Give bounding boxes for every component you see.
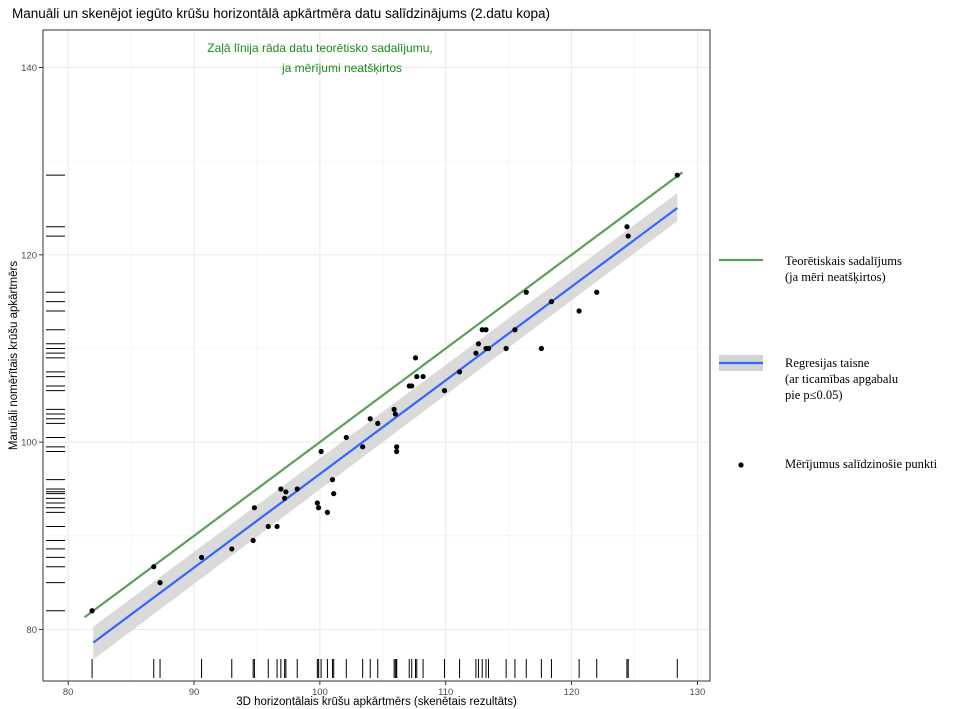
legend-theory-label: Teorētiskais sadalījums (785, 254, 902, 268)
data-point (329, 477, 336, 483)
data-point (485, 345, 492, 352)
x-tick-label: 90 (189, 687, 200, 698)
legend-regression-label: Regresijas taisne (785, 356, 870, 370)
data-point (523, 289, 529, 295)
data-point (251, 505, 258, 511)
data-point (674, 172, 680, 178)
data-point (576, 308, 582, 314)
y-tick-label: 140 (21, 63, 37, 74)
data-point (278, 486, 284, 492)
legend-regression-label: (ar ticamības apgabalu (785, 372, 899, 386)
data-point (624, 224, 630, 230)
data-point (318, 448, 324, 455)
x-tick-label: 100 (312, 687, 328, 698)
data-point (360, 444, 366, 450)
data-point (151, 564, 157, 570)
data-point (157, 580, 163, 586)
data-point (414, 373, 420, 380)
data-point (409, 383, 415, 389)
annotation-line-2: ja mērījumi neatšķirtos (281, 61, 402, 75)
data-point (441, 388, 448, 394)
data-point (391, 406, 397, 412)
data-point (375, 420, 381, 427)
data-point (294, 486, 300, 492)
data-point (456, 369, 463, 375)
data-point (394, 448, 400, 455)
legend-regression-label: pie p≤0.05) (785, 388, 843, 402)
data-point (316, 505, 322, 511)
data-point (89, 608, 95, 614)
x-tick-label: 110 (438, 687, 453, 698)
data-point (282, 495, 288, 501)
data-point (394, 444, 400, 450)
data-point (283, 489, 289, 495)
data-point (331, 491, 337, 497)
data-point (512, 327, 518, 333)
y-tick-label: 100 (21, 438, 37, 449)
legend-point-label: Mērījumus salīdzinošie punkti (785, 457, 938, 471)
y-axis-title: Manuāli nomērītais krūšu apkārtmērs (8, 261, 20, 450)
data-point (314, 500, 320, 506)
data-point (625, 233, 631, 239)
data-point (503, 345, 509, 352)
data-point (392, 411, 398, 417)
data-point (367, 416, 373, 422)
data-point (475, 341, 482, 347)
data-point (250, 537, 256, 544)
data-point (412, 355, 419, 361)
theory-line (83, 171, 683, 619)
data-point (324, 509, 331, 515)
data-point (473, 350, 479, 356)
regression-line (92, 207, 678, 644)
data-point (229, 546, 235, 552)
data-point (274, 523, 280, 530)
data-point (198, 554, 205, 560)
data-point (420, 373, 426, 380)
plot-panel (43, 30, 710, 681)
y-tick-label: 120 (21, 250, 37, 261)
data-point (538, 345, 544, 352)
chart-title: Manuāli un skenējot iegūto krūšu horizon… (12, 6, 550, 21)
data-point (343, 434, 349, 441)
x-axis-title: 3D horizontālais krūšu apkārtmērs (skenē… (236, 696, 517, 708)
annotation-line-1: Zaļā līnija rāda datu teorētisko sadalīj… (207, 41, 432, 55)
data-point (548, 299, 555, 305)
data-point (265, 523, 271, 530)
x-tick-label: 130 (689, 687, 705, 698)
x-tick-label: 120 (564, 687, 580, 698)
panel-border (42, 29, 711, 682)
x-tick-label: 80 (63, 687, 74, 698)
legend-point-key (738, 462, 744, 468)
legend-theory-label: (ja mēri neatšķirtos) (785, 270, 886, 284)
data-point (594, 289, 600, 295)
data-point (479, 327, 485, 333)
data-point (483, 327, 489, 333)
y-tick-label: 80 (26, 625, 37, 636)
